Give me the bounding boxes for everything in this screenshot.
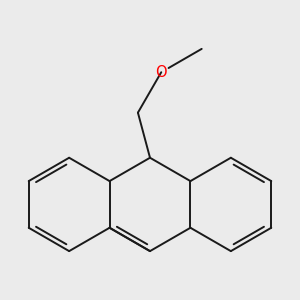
Text: O: O: [155, 65, 167, 80]
